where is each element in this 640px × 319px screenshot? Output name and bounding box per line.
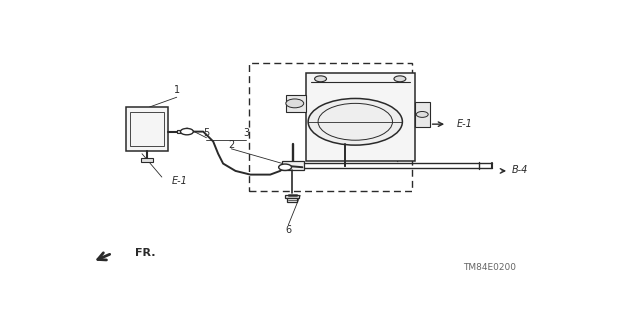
Text: 2: 2	[228, 140, 234, 150]
Circle shape	[278, 164, 292, 170]
Bar	[306, 73, 415, 161]
Text: 6: 6	[285, 225, 291, 235]
Circle shape	[180, 129, 193, 135]
Bar	[126, 107, 168, 151]
Bar	[141, 158, 153, 162]
Circle shape	[394, 76, 406, 82]
Text: 5: 5	[204, 128, 210, 138]
Bar	[249, 63, 412, 190]
Text: 4: 4	[374, 124, 381, 134]
Bar	[286, 95, 306, 112]
Circle shape	[308, 99, 403, 145]
Circle shape	[315, 76, 326, 82]
Bar	[287, 198, 297, 202]
Text: E-1: E-1	[172, 176, 188, 186]
Text: 3: 3	[243, 128, 249, 138]
Circle shape	[416, 111, 428, 117]
Bar	[285, 195, 300, 198]
Text: B-4: B-4	[511, 165, 528, 175]
Text: 1: 1	[173, 85, 180, 95]
Text: FR.: FR.	[134, 248, 155, 258]
Circle shape	[286, 99, 304, 108]
Bar	[130, 112, 164, 146]
Bar	[177, 130, 182, 133]
Bar	[282, 161, 304, 170]
Bar	[415, 102, 429, 127]
Text: TM84E0200: TM84E0200	[463, 263, 516, 272]
Text: E-1: E-1	[457, 119, 473, 129]
